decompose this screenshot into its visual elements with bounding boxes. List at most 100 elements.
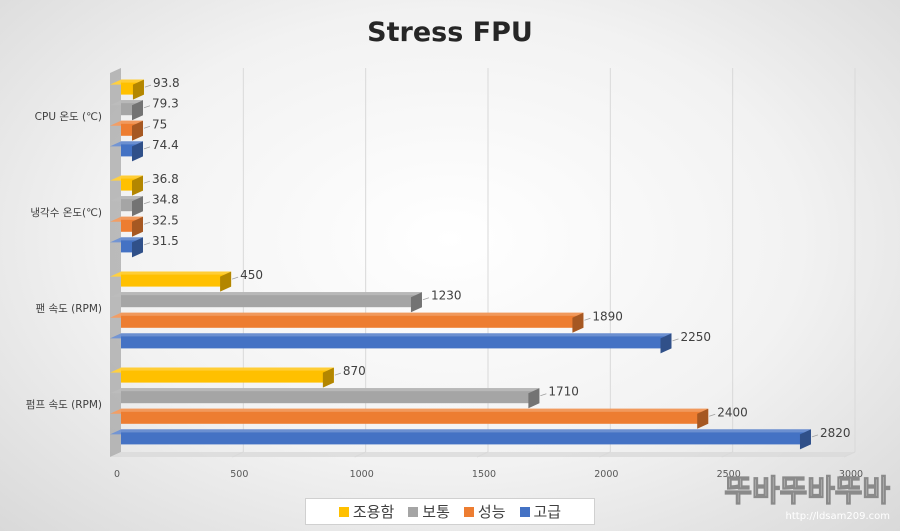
data-label: 79.3 [152,97,179,111]
bar-end [132,79,144,100]
data-label-leader [143,105,151,109]
data-label: 2400 [717,405,748,419]
bar [110,141,143,162]
bar [110,79,144,100]
bar-highlight [121,312,584,316]
bar-highlight [121,79,144,83]
bar-front [121,429,811,445]
category-label: CPU 온도 (℃) [35,111,102,123]
bar [110,333,672,354]
legend-label: 성능 [477,503,506,521]
bar-front [121,408,709,424]
data-label: 2820 [820,426,851,440]
legend-swatch [463,506,474,517]
bar [110,388,540,409]
category-label: 냉각수 온도(℃) [30,207,102,219]
data-label-leader [143,242,151,246]
bar-highlight [121,292,422,296]
bar [110,292,422,313]
bar-highlight [121,120,143,124]
bar-front [121,388,540,404]
legend-item-quiet[interactable]: 조용함 [338,501,395,522]
data-label-leader [709,413,716,417]
bar-highlight [121,367,334,371]
bar [110,408,709,429]
legend-swatch [519,506,530,517]
tick-labels: 0 500 1000 1500 2000 2500 3000 [114,469,863,480]
bars [110,79,811,450]
data-label-leader [143,201,151,205]
bar-end [132,237,143,258]
bar-highlight [121,271,232,275]
axis-side-wall [110,68,121,457]
legend-swatch [338,506,349,517]
bar-front [121,367,334,383]
data-label: 1890 [592,309,623,323]
bar-highlight [121,196,143,200]
data-label: 1230 [431,289,462,303]
bar-highlight [121,175,143,179]
legend-item-advanced[interactable]: 고급 [519,501,562,522]
axis-floor [110,452,855,457]
bar-end [132,196,143,217]
bar-end [697,408,709,429]
data-label-leader [143,125,151,129]
data-label: 450 [240,268,263,282]
data-label-leader [143,146,151,150]
bar-end [132,100,143,121]
bar-front [121,271,232,287]
bar-front [121,292,422,308]
legend-item-performance[interactable]: 성능 [463,501,506,522]
bar-highlight [121,141,143,145]
data-label: 75 [152,117,167,131]
data-label-leader [143,180,151,184]
chart-title: Stress FPU [367,17,533,48]
data-label-leader [144,84,152,88]
bar [110,312,584,333]
bar [110,196,143,217]
data-label-leader [811,434,819,438]
data-label: 74.4 [152,138,179,152]
bar [110,100,143,121]
data-label: 2250 [681,330,712,344]
bar-highlight [121,408,709,412]
tick-label: 1500 [472,469,496,480]
data-label: 31.5 [152,234,179,248]
legend-label: 조용함 [352,503,395,521]
bar-highlight [121,388,540,392]
bar-highlight [121,216,143,220]
watermark-url: http://ldsam209.com [786,511,890,522]
category-label: 펌프 속도 (RPM) [26,399,102,411]
data-label-leader [422,297,430,301]
bar-end [132,120,143,141]
tick-label: 3000 [839,469,863,480]
bar-highlight [121,429,811,433]
legend-label: 고급 [533,503,562,521]
data-label-leader [584,317,591,321]
bar-front [121,312,584,328]
data-label: 93.8 [153,76,180,90]
data-label-leader [231,276,239,280]
tick-label: 0 [114,469,120,480]
data-label-leader [143,221,151,225]
data-label: 32.5 [152,213,179,227]
category-labels: CPU 온도 (℃) 냉각수 온도(℃) 팬 속도 (RPM) 펌프 속도 (RPM) [26,111,102,411]
category-label: 팬 속도 (RPM) [35,303,102,315]
bar [110,237,143,258]
legend-label: 보통 [422,503,450,521]
bar-end [660,333,672,354]
bar-highlight [121,100,143,104]
data-label-leader [334,372,341,376]
watermark-logo-text: 뚜바뚜바뚜바 [724,474,890,509]
legend-swatch [408,506,419,517]
legend-item-normal[interactable]: 보통 [408,501,450,522]
watermark-logo: 뚜바뚜바뚜바 http://ldsam209.com [724,473,891,522]
data-label: 1710 [548,385,579,399]
bar-end [132,175,143,196]
tick-label: 2500 [717,469,741,480]
bar-highlight [121,237,143,241]
legend: 조용함 보통 성능 고급 [305,498,595,525]
data-label: 870 [343,364,366,378]
